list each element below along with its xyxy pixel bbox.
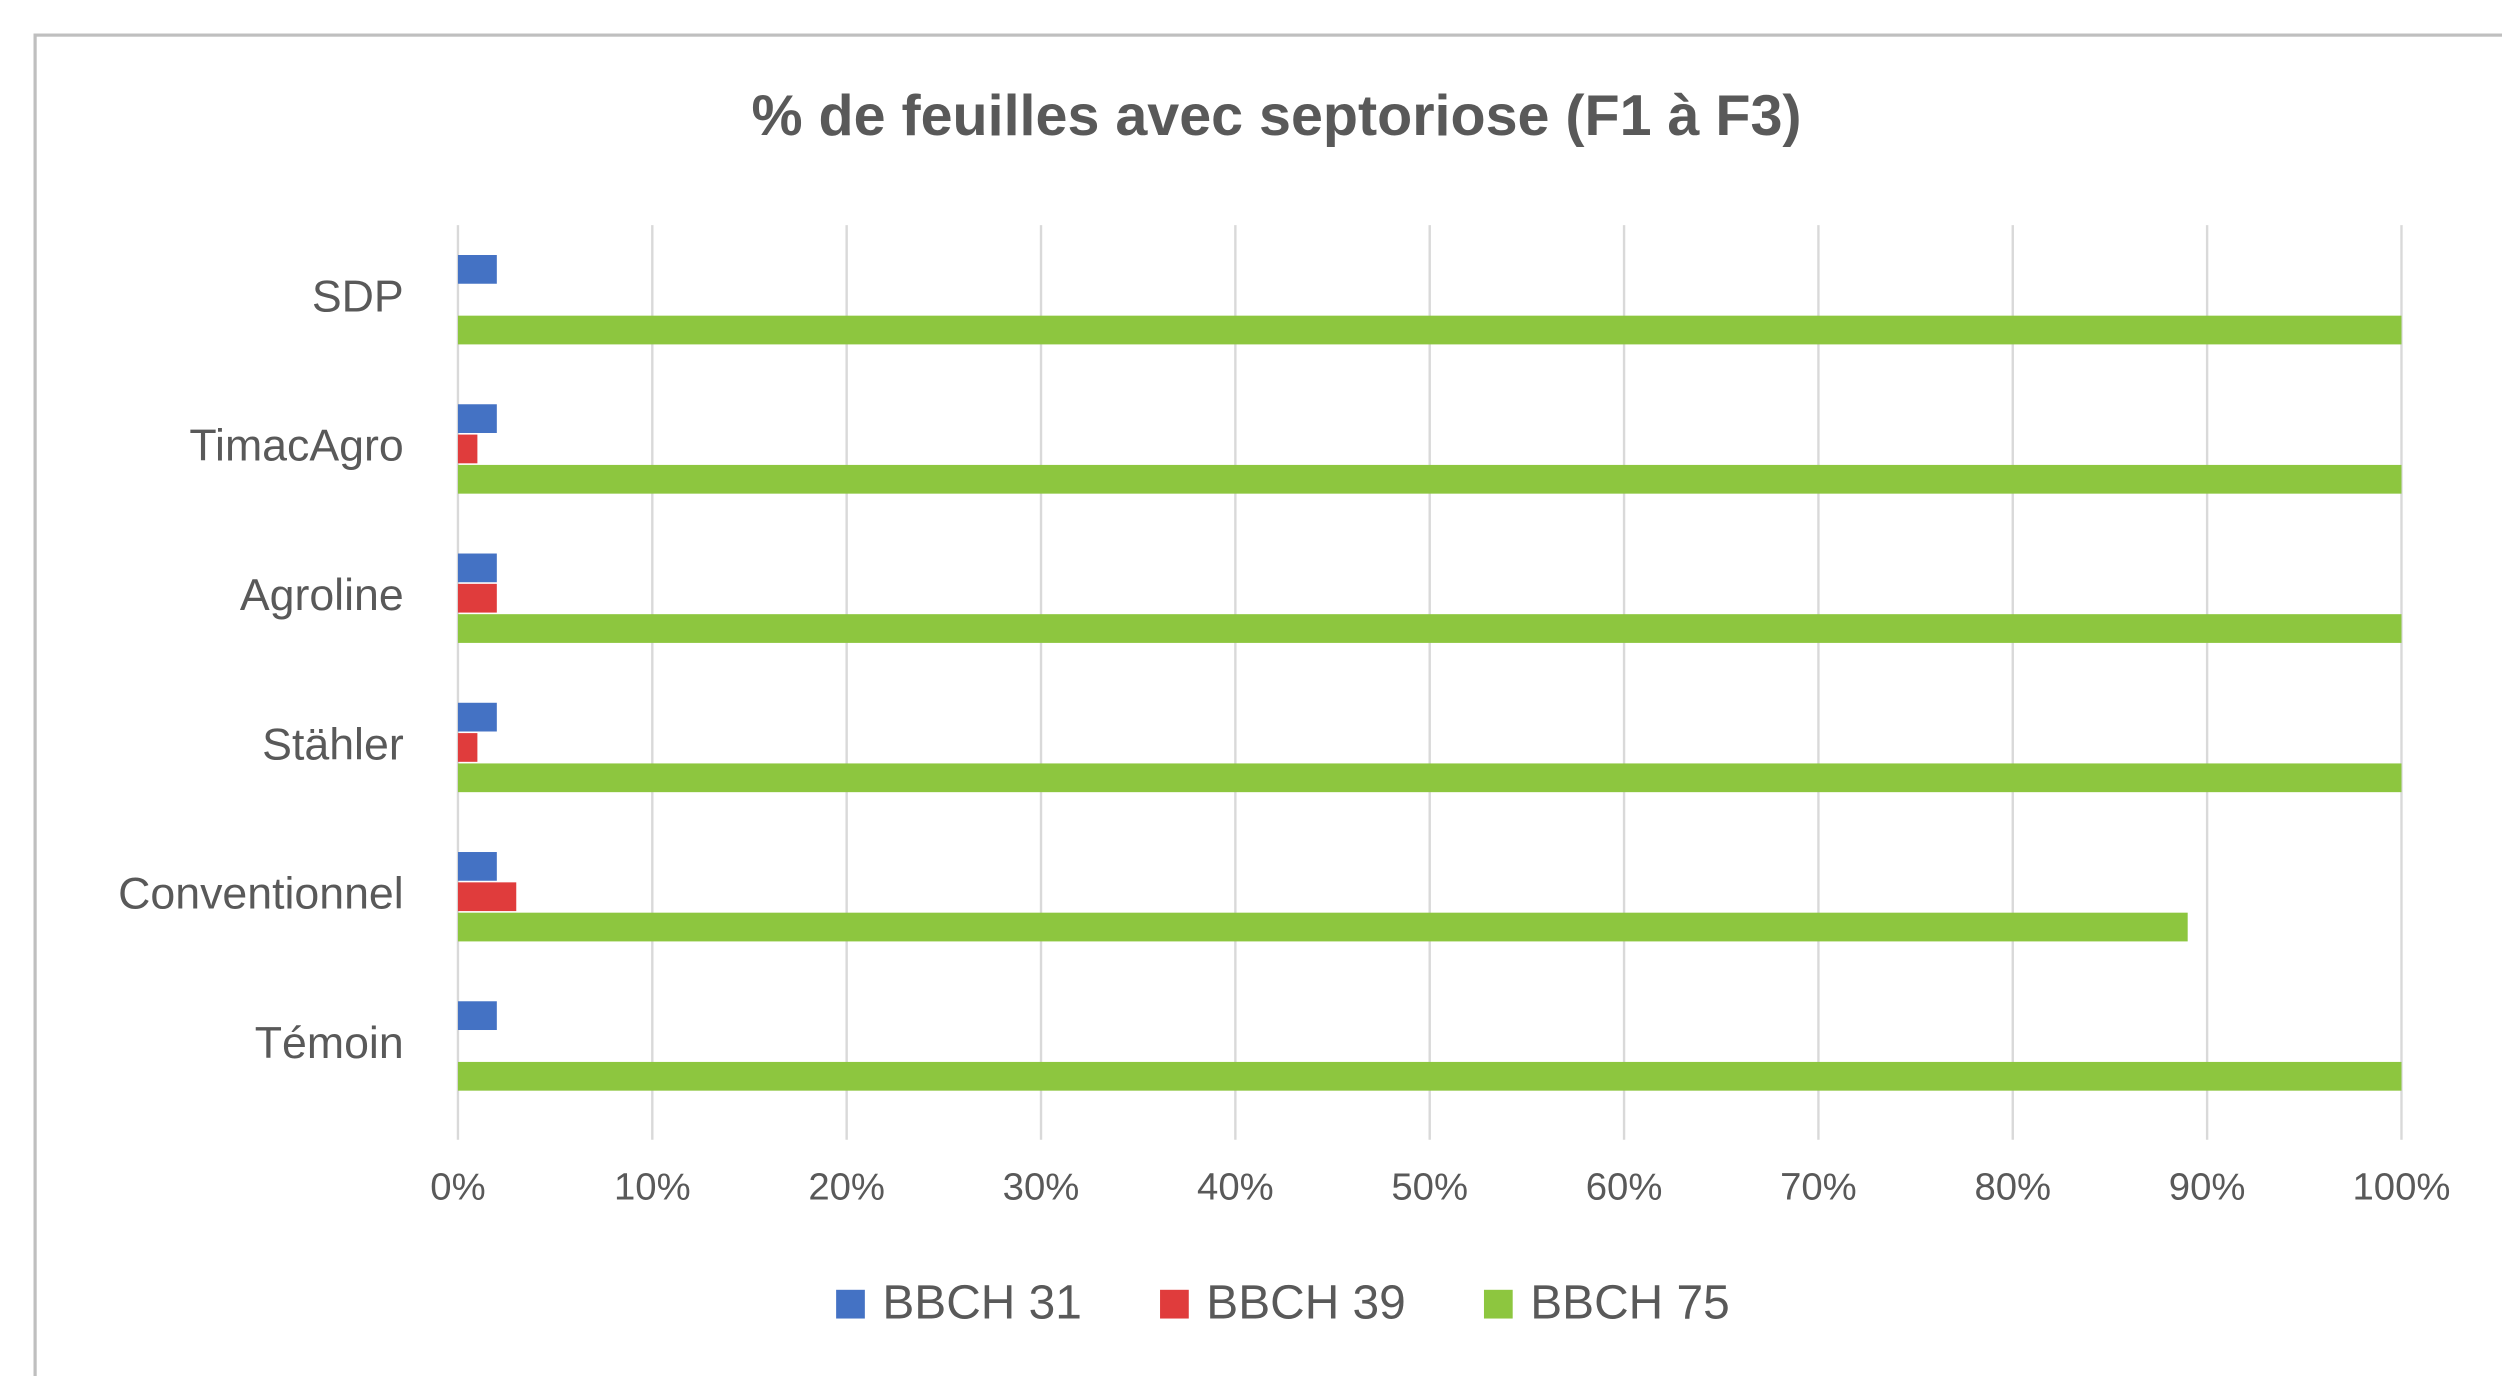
x-tick-label: 90% [2169, 1165, 2246, 1208]
bar [457, 882, 517, 912]
bar [457, 1061, 2402, 1091]
bar [457, 702, 497, 732]
x-tick-label: 40% [1197, 1165, 1274, 1208]
bar [457, 583, 497, 613]
legend-label: BBCH 39 [1206, 1276, 1405, 1329]
x-tick-label: 50% [1391, 1165, 1468, 1208]
bar [457, 464, 2402, 494]
bar [457, 255, 497, 284]
bar [457, 315, 2402, 345]
y-tick-label: TimacAgro [189, 422, 403, 471]
legend-swatch [836, 1289, 865, 1319]
x-tick-label: 60% [1586, 1165, 1663, 1208]
bar [457, 912, 2188, 942]
x-tick-label: 80% [1974, 1165, 2051, 1208]
bar [457, 1001, 497, 1031]
legend-label: BBCH 31 [882, 1276, 1081, 1329]
x-tick-label: 100% [2353, 1165, 2451, 1208]
bar [457, 434, 478, 464]
x-tick-label: 30% [1003, 1165, 1080, 1208]
y-tick-label: Conventionnel [118, 870, 404, 919]
bar [457, 553, 497, 583]
x-tick-label: 10% [614, 1165, 691, 1208]
chart-frame [33, 33, 2502, 1376]
y-tick-label: Agroline [240, 571, 404, 620]
x-tick-label: 0% [430, 1165, 485, 1208]
bar [457, 852, 497, 881]
legend-label: BBCH 75 [1530, 1276, 1729, 1329]
bar [457, 404, 497, 433]
bar [457, 614, 2402, 643]
x-tick-label: 70% [1780, 1165, 1857, 1208]
x-tick-label: 20% [808, 1165, 885, 1208]
y-tick-label: Stähler [262, 720, 404, 769]
y-tick-label: SDP [312, 272, 404, 321]
chart-title: % de feuilles avec septoriose (F1 à F3) [752, 84, 1802, 148]
legend-swatch [1160, 1289, 1189, 1319]
legend-swatch [1483, 1289, 1513, 1319]
bar [457, 763, 2402, 793]
bar [457, 733, 478, 762]
y-tick-label: Témoin [255, 1019, 404, 1068]
